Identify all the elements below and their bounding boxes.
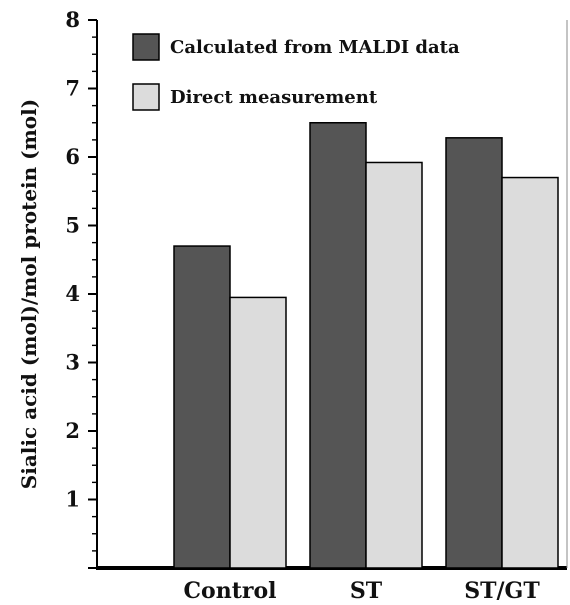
bars xyxy=(173,122,559,569)
legend: Calculated from MALDI data Direct measur… xyxy=(132,33,460,111)
y-tick-label: 4 xyxy=(65,281,80,306)
legend-swatch-calculated xyxy=(132,33,160,61)
y-tick-label: 2 xyxy=(65,418,80,443)
legend-label-direct: Direct measurement xyxy=(170,87,378,108)
x-tick-label: ST/GT xyxy=(464,578,540,604)
bar-st-series-1 xyxy=(365,161,423,569)
y-tick-label: 3 xyxy=(65,350,80,375)
x-tick-labels: Control ST ST/GT xyxy=(184,578,541,604)
x-tick-label: ST xyxy=(350,578,383,604)
bar-control-series-1 xyxy=(229,296,287,569)
y-tick-label: 8 xyxy=(65,7,80,32)
y-tick-labels: 1 2 3 4 5 6 7 8 xyxy=(65,7,80,512)
y-axis-title-group: Sialic acid (mol)/mol protein (mol) xyxy=(17,99,41,489)
bar-control-series-0 xyxy=(173,245,231,569)
y-tick-label: 5 xyxy=(65,213,80,238)
bar-st-gt-series-0 xyxy=(445,137,503,569)
legend-swatch-direct xyxy=(132,83,160,111)
bar-st-series-0 xyxy=(309,122,367,569)
legend-label-calculated: Calculated from MALDI data xyxy=(170,37,460,58)
x-tick-label: Control xyxy=(184,578,277,604)
y-tick-label: 1 xyxy=(65,487,80,512)
y-tick-label: 6 xyxy=(65,144,80,169)
y-axis-title: Sialic acid (mol)/mol protein (mol) xyxy=(17,99,41,489)
bar-st-gt-series-1 xyxy=(501,176,559,569)
y-tick-label: 7 xyxy=(65,76,80,101)
